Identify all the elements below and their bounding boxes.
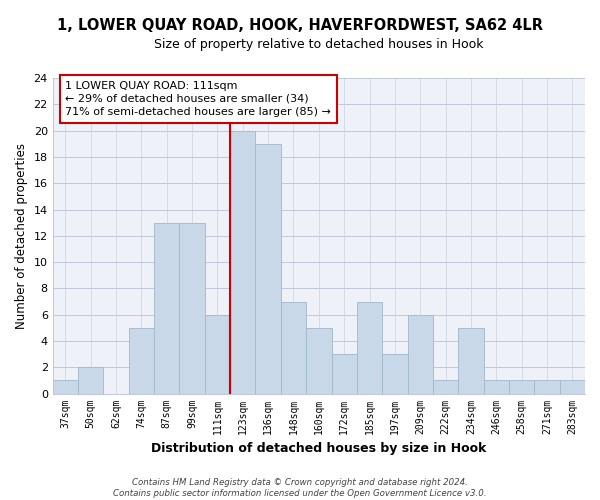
Y-axis label: Number of detached properties: Number of detached properties [15,143,28,329]
Text: 1, LOWER QUAY ROAD, HOOK, HAVERFORDWEST, SA62 4LR: 1, LOWER QUAY ROAD, HOOK, HAVERFORDWEST,… [57,18,543,32]
Bar [129,328,154,394]
Bar [332,354,357,394]
Bar [154,222,179,394]
Bar [535,380,560,394]
Bar [458,328,484,394]
Bar [560,380,585,394]
Bar [484,380,509,394]
Bar [509,380,535,394]
Bar [306,328,332,394]
Bar [407,314,433,394]
Bar [382,354,407,394]
Bar [281,302,306,394]
Text: Contains HM Land Registry data © Crown copyright and database right 2024.
Contai: Contains HM Land Registry data © Crown c… [113,478,487,498]
X-axis label: Distribution of detached houses by size in Hook: Distribution of detached houses by size … [151,442,487,455]
Bar [53,380,78,394]
Bar [179,222,205,394]
Bar [357,302,382,394]
Bar [433,380,458,394]
Bar [205,314,230,394]
Bar [256,144,281,394]
Title: Size of property relative to detached houses in Hook: Size of property relative to detached ho… [154,38,484,51]
Bar [78,368,103,394]
Bar [230,130,256,394]
Text: 1 LOWER QUAY ROAD: 111sqm
← 29% of detached houses are smaller (34)
71% of semi-: 1 LOWER QUAY ROAD: 111sqm ← 29% of detac… [65,80,331,117]
